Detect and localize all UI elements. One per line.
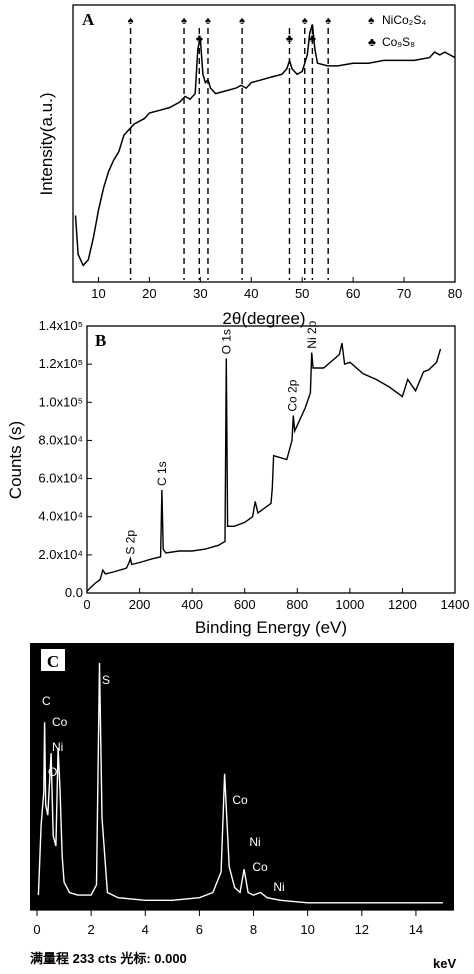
x-tick-label: 1000: [335, 597, 364, 612]
panel-c-x-ticks: 0 2 4 6 8 10 12 14: [33, 910, 423, 937]
spade-marker-icon: ♠: [325, 15, 331, 27]
panel-c-plot-area: [30, 643, 454, 910]
element-peak-label: Co: [252, 860, 268, 874]
peak-label: Ni 2p: [305, 320, 319, 348]
spade-marker-icon: ♠: [128, 15, 134, 27]
y-tick-label: 1.4x10⁵: [39, 318, 83, 333]
club-marker-icon: ♣: [196, 33, 203, 45]
club-marker-icon: ♣: [286, 33, 293, 45]
x-tick-label: 12: [355, 922, 369, 937]
spade-marker-icon: ♠: [239, 15, 245, 27]
club-marker-icon: ♣: [309, 33, 316, 45]
x-tick-label: 400: [181, 597, 203, 612]
legend-entry-co9s8: Co₉S₈: [382, 35, 415, 49]
x-tick-label: 0: [33, 922, 40, 937]
peak-label: O 1s: [220, 329, 234, 354]
y-tick-label: 1.2x10⁵: [39, 356, 83, 371]
x-tick-label: 80: [448, 286, 462, 301]
legend-entry-nico2s4: NiCo₂S₄: [382, 13, 426, 27]
spade-marker-icon: ♠: [205, 15, 211, 27]
panel-c-footer-status: 满量程 233 cts 光标: 0.000: [30, 951, 187, 966]
x-tick-label: 6: [196, 922, 203, 937]
x-tick-label: 10: [91, 286, 105, 301]
x-tick-label: 60: [346, 286, 360, 301]
peak-label: C 1s: [155, 461, 169, 486]
y-tick-label: 0.0: [65, 585, 83, 600]
x-tick-label: 4: [142, 922, 149, 937]
x-tick-label: 70: [397, 286, 411, 301]
x-tick-label: 40: [244, 286, 258, 301]
x-tick-label: 20: [142, 286, 156, 301]
panel-b-x-axis-label: Binding Energy (eV): [195, 618, 347, 637]
x-tick-label: 2: [88, 922, 95, 937]
spade-marker-icon: ♠: [302, 15, 308, 27]
x-tick-label: 14: [409, 922, 423, 937]
legend-club-icon: ♣: [368, 35, 376, 49]
element-peak-label: Co: [232, 793, 248, 807]
element-peak-label: S: [102, 673, 110, 687]
x-tick-label: 30: [193, 286, 207, 301]
y-tick-label: 1.0x10⁵: [39, 394, 83, 409]
x-tick-label: 8: [250, 922, 257, 937]
panel-b-y-axis-label: Counts (s): [6, 421, 25, 499]
panel-a-legend: ♠ NiCo₂S₄ ♣ Co₉S₈: [368, 13, 426, 49]
panel-c-letter-box: [41, 649, 65, 671]
element-peak-label: Ni: [52, 740, 63, 754]
y-tick-label: 2.0x10⁴: [38, 547, 83, 562]
element-peak-label: C: [42, 694, 51, 708]
x-tick-label: 1200: [388, 597, 417, 612]
panel-c-letter: C: [47, 652, 59, 671]
x-tick-label: 1400: [441, 597, 470, 612]
panel-a-reference-lines: ♠ ♠♣♠ ♠♣♠♣♠: [128, 15, 331, 280]
x-tick-label: 10: [300, 922, 314, 937]
panel-b-x-ticks: 0 200 400 600 800 1000 1200 1400: [83, 588, 469, 612]
y-tick-label: 4.0x10⁴: [38, 509, 83, 524]
x-tick-label: 200: [129, 597, 151, 612]
panel-a: A 10 20 30 40 50 60 70 80 ♠ ♠♣♠ ♠♣♠♣♠ Intensity(a…: [37, 4, 462, 328]
peak-label: S 2p: [123, 530, 137, 555]
panel-a-series-line: [74, 24, 456, 267]
legend-spade-icon: ♠: [368, 13, 375, 27]
element-peak-label: Co: [52, 715, 68, 729]
x-tick-label: 0: [83, 597, 90, 612]
spade-marker-icon: ♠: [181, 15, 187, 27]
y-tick-label: 8.0x10⁴: [38, 432, 83, 447]
panel-b-series-line: [86, 343, 442, 592]
panel-b-letter: B: [95, 331, 106, 350]
panel-a-y-axis-label: Intensity(a.u.): [37, 93, 56, 196]
panel-b-plot-frame: [86, 325, 456, 594]
element-peak-label: Ni: [273, 880, 284, 894]
element-peak-label: Ni: [249, 835, 260, 849]
panel-a-plot-frame: [72, 4, 456, 283]
panel-a-letter: A: [82, 10, 95, 29]
x-tick-label: 800: [286, 597, 308, 612]
x-tick-label: 50: [295, 286, 309, 301]
panel-c-series-line: [37, 662, 443, 904]
element-peak-label: O: [48, 765, 57, 779]
panel-c-x-unit-label: keV: [433, 956, 456, 971]
x-tick-label: 600: [234, 597, 256, 612]
peak-label: Co 2p: [285, 379, 299, 411]
panel-b-y-ticks: 0.0 2.0x10⁴ 4.0x10⁴ 6.0x10⁴ 8.0x10⁴ 1.0x10⁵ 1.…: [38, 318, 92, 600]
panel-b-peak-labels: S 2p C 1s O 1s Co 2p Ni 2p: [123, 320, 319, 554]
y-tick-label: 6.0x10⁴: [38, 471, 83, 486]
panel-b: B 0 200 400 600 800 1000 1200 1400 0.0 2.0x10⁴ 4.…: [6, 318, 469, 637]
panel-a-x-ticks: 10 20 30 40 50 60 70 80: [91, 277, 462, 301]
panel-a-x-axis-label: 2θ(degree): [222, 309, 305, 328]
